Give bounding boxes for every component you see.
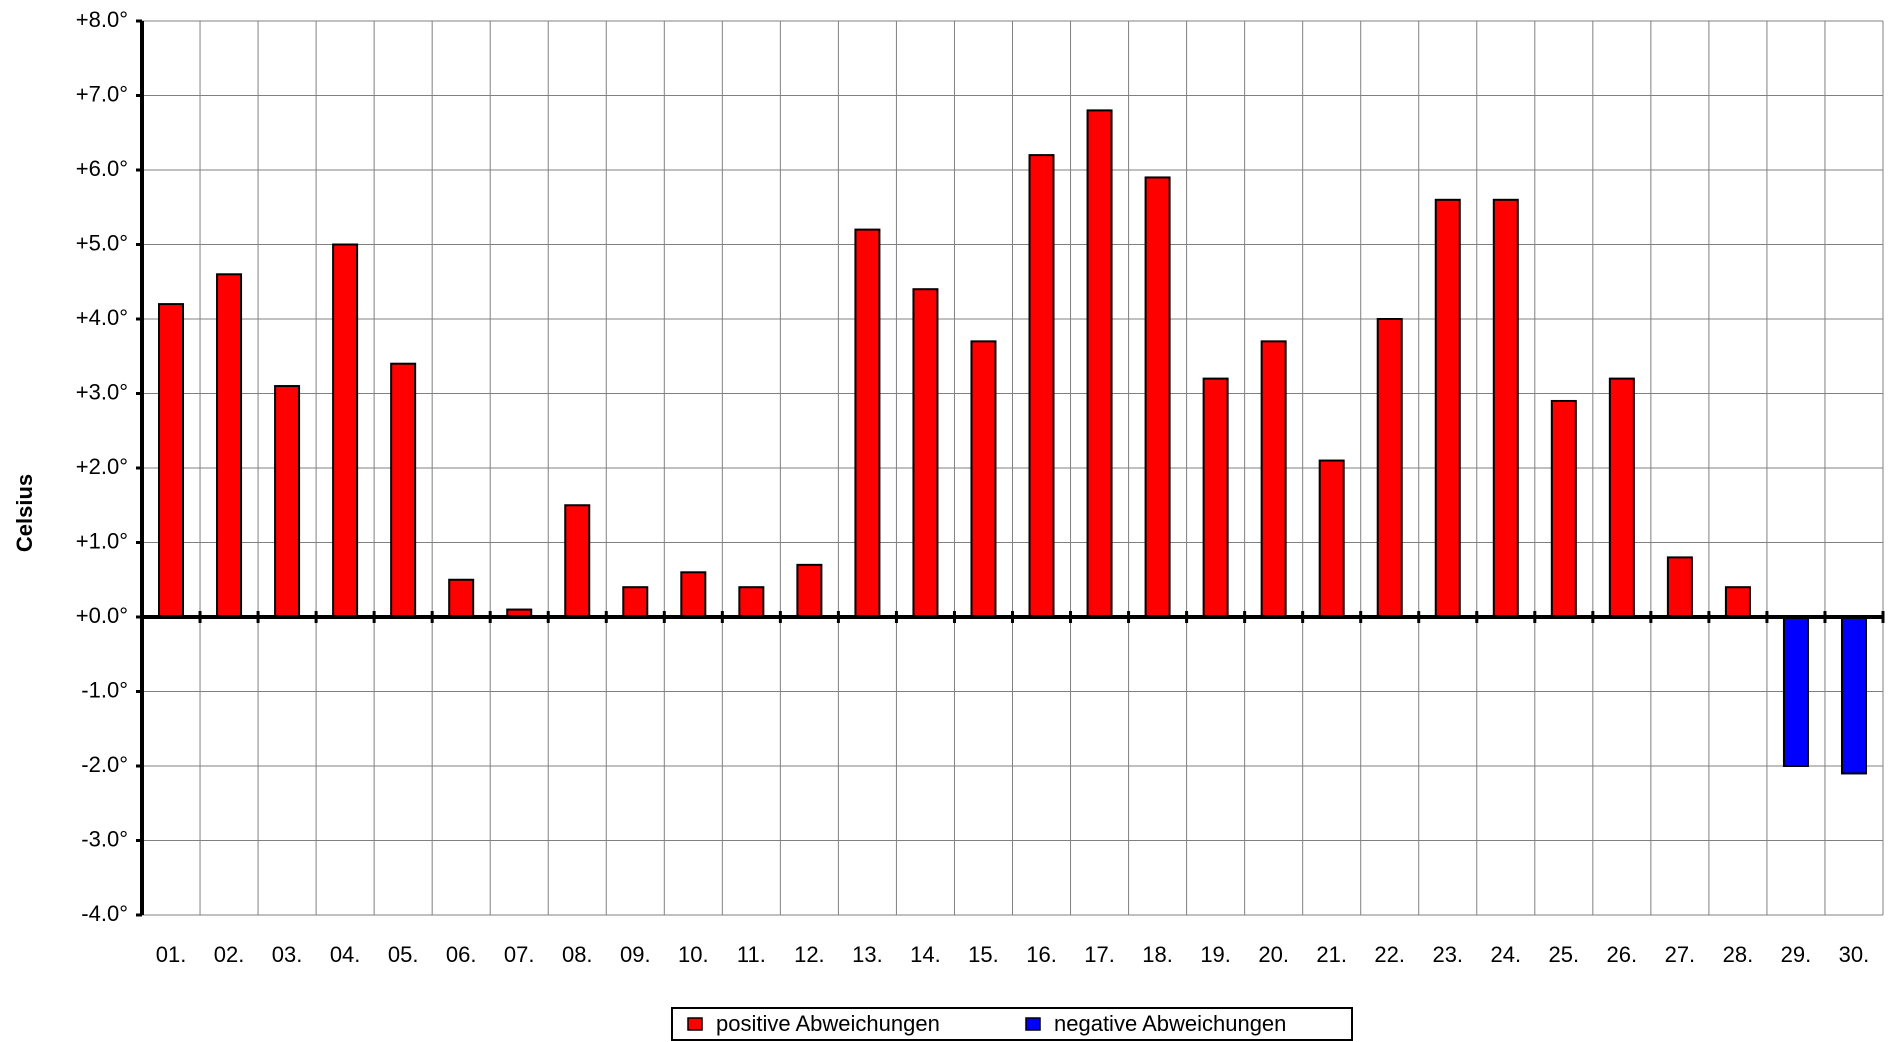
bar <box>680 571 707 618</box>
bar <box>970 340 997 618</box>
x-tick-label: 28. <box>1723 942 1754 967</box>
y-tick-label: +8.0° <box>76 7 128 32</box>
bar <box>1086 109 1113 619</box>
x-tick-label: 06. <box>446 942 477 967</box>
bar <box>1434 198 1461 619</box>
y-tick-label: +2.0° <box>76 454 128 479</box>
x-tick-label: 26. <box>1607 942 1638 967</box>
y-tick-label: +5.0° <box>76 230 128 255</box>
x-tick-label: 18. <box>1142 942 1173 967</box>
x-tick-label: 03. <box>272 942 303 967</box>
bar <box>854 228 881 618</box>
bar <box>622 586 649 619</box>
bar <box>796 563 823 618</box>
x-tick-label: 13. <box>852 942 883 967</box>
bar <box>1666 556 1693 619</box>
x-tick-label: 12. <box>794 942 825 967</box>
y-tick-label: -3.0° <box>81 826 128 851</box>
x-tick-label: 24. <box>1490 942 1521 967</box>
y-tick-label: +7.0° <box>76 81 128 106</box>
bar <box>564 504 591 618</box>
x-tick-label: 09. <box>620 942 651 967</box>
x-tick-label: 15. <box>968 942 999 967</box>
y-tick-label: +0.0° <box>76 603 128 628</box>
x-tick-label: 05. <box>388 942 419 967</box>
legend-label: positive Abweichungen <box>716 1011 940 1036</box>
x-tick-label: 07. <box>504 942 535 967</box>
x-tick-label: 02. <box>214 942 245 967</box>
bar <box>1260 340 1287 618</box>
bar <box>1202 377 1229 618</box>
bar <box>274 385 301 618</box>
x-tick-label: 19. <box>1200 942 1231 967</box>
x-tick-label: 10. <box>678 942 709 967</box>
bar <box>390 362 417 619</box>
x-tick-label: 17. <box>1084 942 1115 967</box>
x-tick-label: 30. <box>1839 942 1870 967</box>
y-tick-label: +3.0° <box>76 379 128 404</box>
x-tick-label: 01. <box>156 942 187 967</box>
x-tick-label: 23. <box>1432 942 1463 967</box>
bar <box>1782 616 1809 767</box>
y-axis-label: Celsius <box>12 474 37 552</box>
x-tick-label: 16. <box>1026 942 1057 967</box>
x-tick-label: 27. <box>1665 942 1696 967</box>
x-tick-label: 08. <box>562 942 593 967</box>
bar <box>1376 318 1403 618</box>
y-tick-label: -2.0° <box>81 752 128 777</box>
bar <box>1550 399 1577 619</box>
x-tick-label: 21. <box>1316 942 1347 967</box>
x-tick-label: 25. <box>1549 942 1580 967</box>
bar <box>448 578 475 618</box>
bar <box>1608 377 1635 618</box>
y-tick-label: -4.0° <box>81 901 128 926</box>
y-tick-label: +6.0° <box>76 156 128 181</box>
bar <box>1318 459 1345 618</box>
bar <box>216 273 243 618</box>
y-tick-label: +4.0° <box>76 305 128 330</box>
x-tick-label: 29. <box>1781 942 1812 967</box>
y-tick-label: +1.0° <box>76 528 128 553</box>
x-tick-label: 20. <box>1258 942 1289 967</box>
bar <box>738 586 765 619</box>
x-tick-label: 14. <box>910 942 941 967</box>
x-tick-label: 11. <box>737 942 766 967</box>
bar <box>158 303 185 618</box>
bar <box>332 243 359 618</box>
legend-label: negative Abweichungen <box>1054 1011 1286 1036</box>
bar <box>1724 586 1751 619</box>
x-tick-label: 04. <box>330 942 361 967</box>
legend-swatch <box>687 1017 703 1031</box>
legend-swatch <box>1025 1017 1041 1031</box>
y-tick-label: -1.0° <box>81 677 128 702</box>
bar <box>912 288 939 618</box>
bar <box>1840 616 1867 775</box>
legend-box <box>671 1007 1353 1041</box>
bar <box>1492 198 1519 619</box>
bar <box>1144 176 1171 618</box>
bar <box>1028 154 1055 618</box>
x-tick-label: 22. <box>1374 942 1405 967</box>
